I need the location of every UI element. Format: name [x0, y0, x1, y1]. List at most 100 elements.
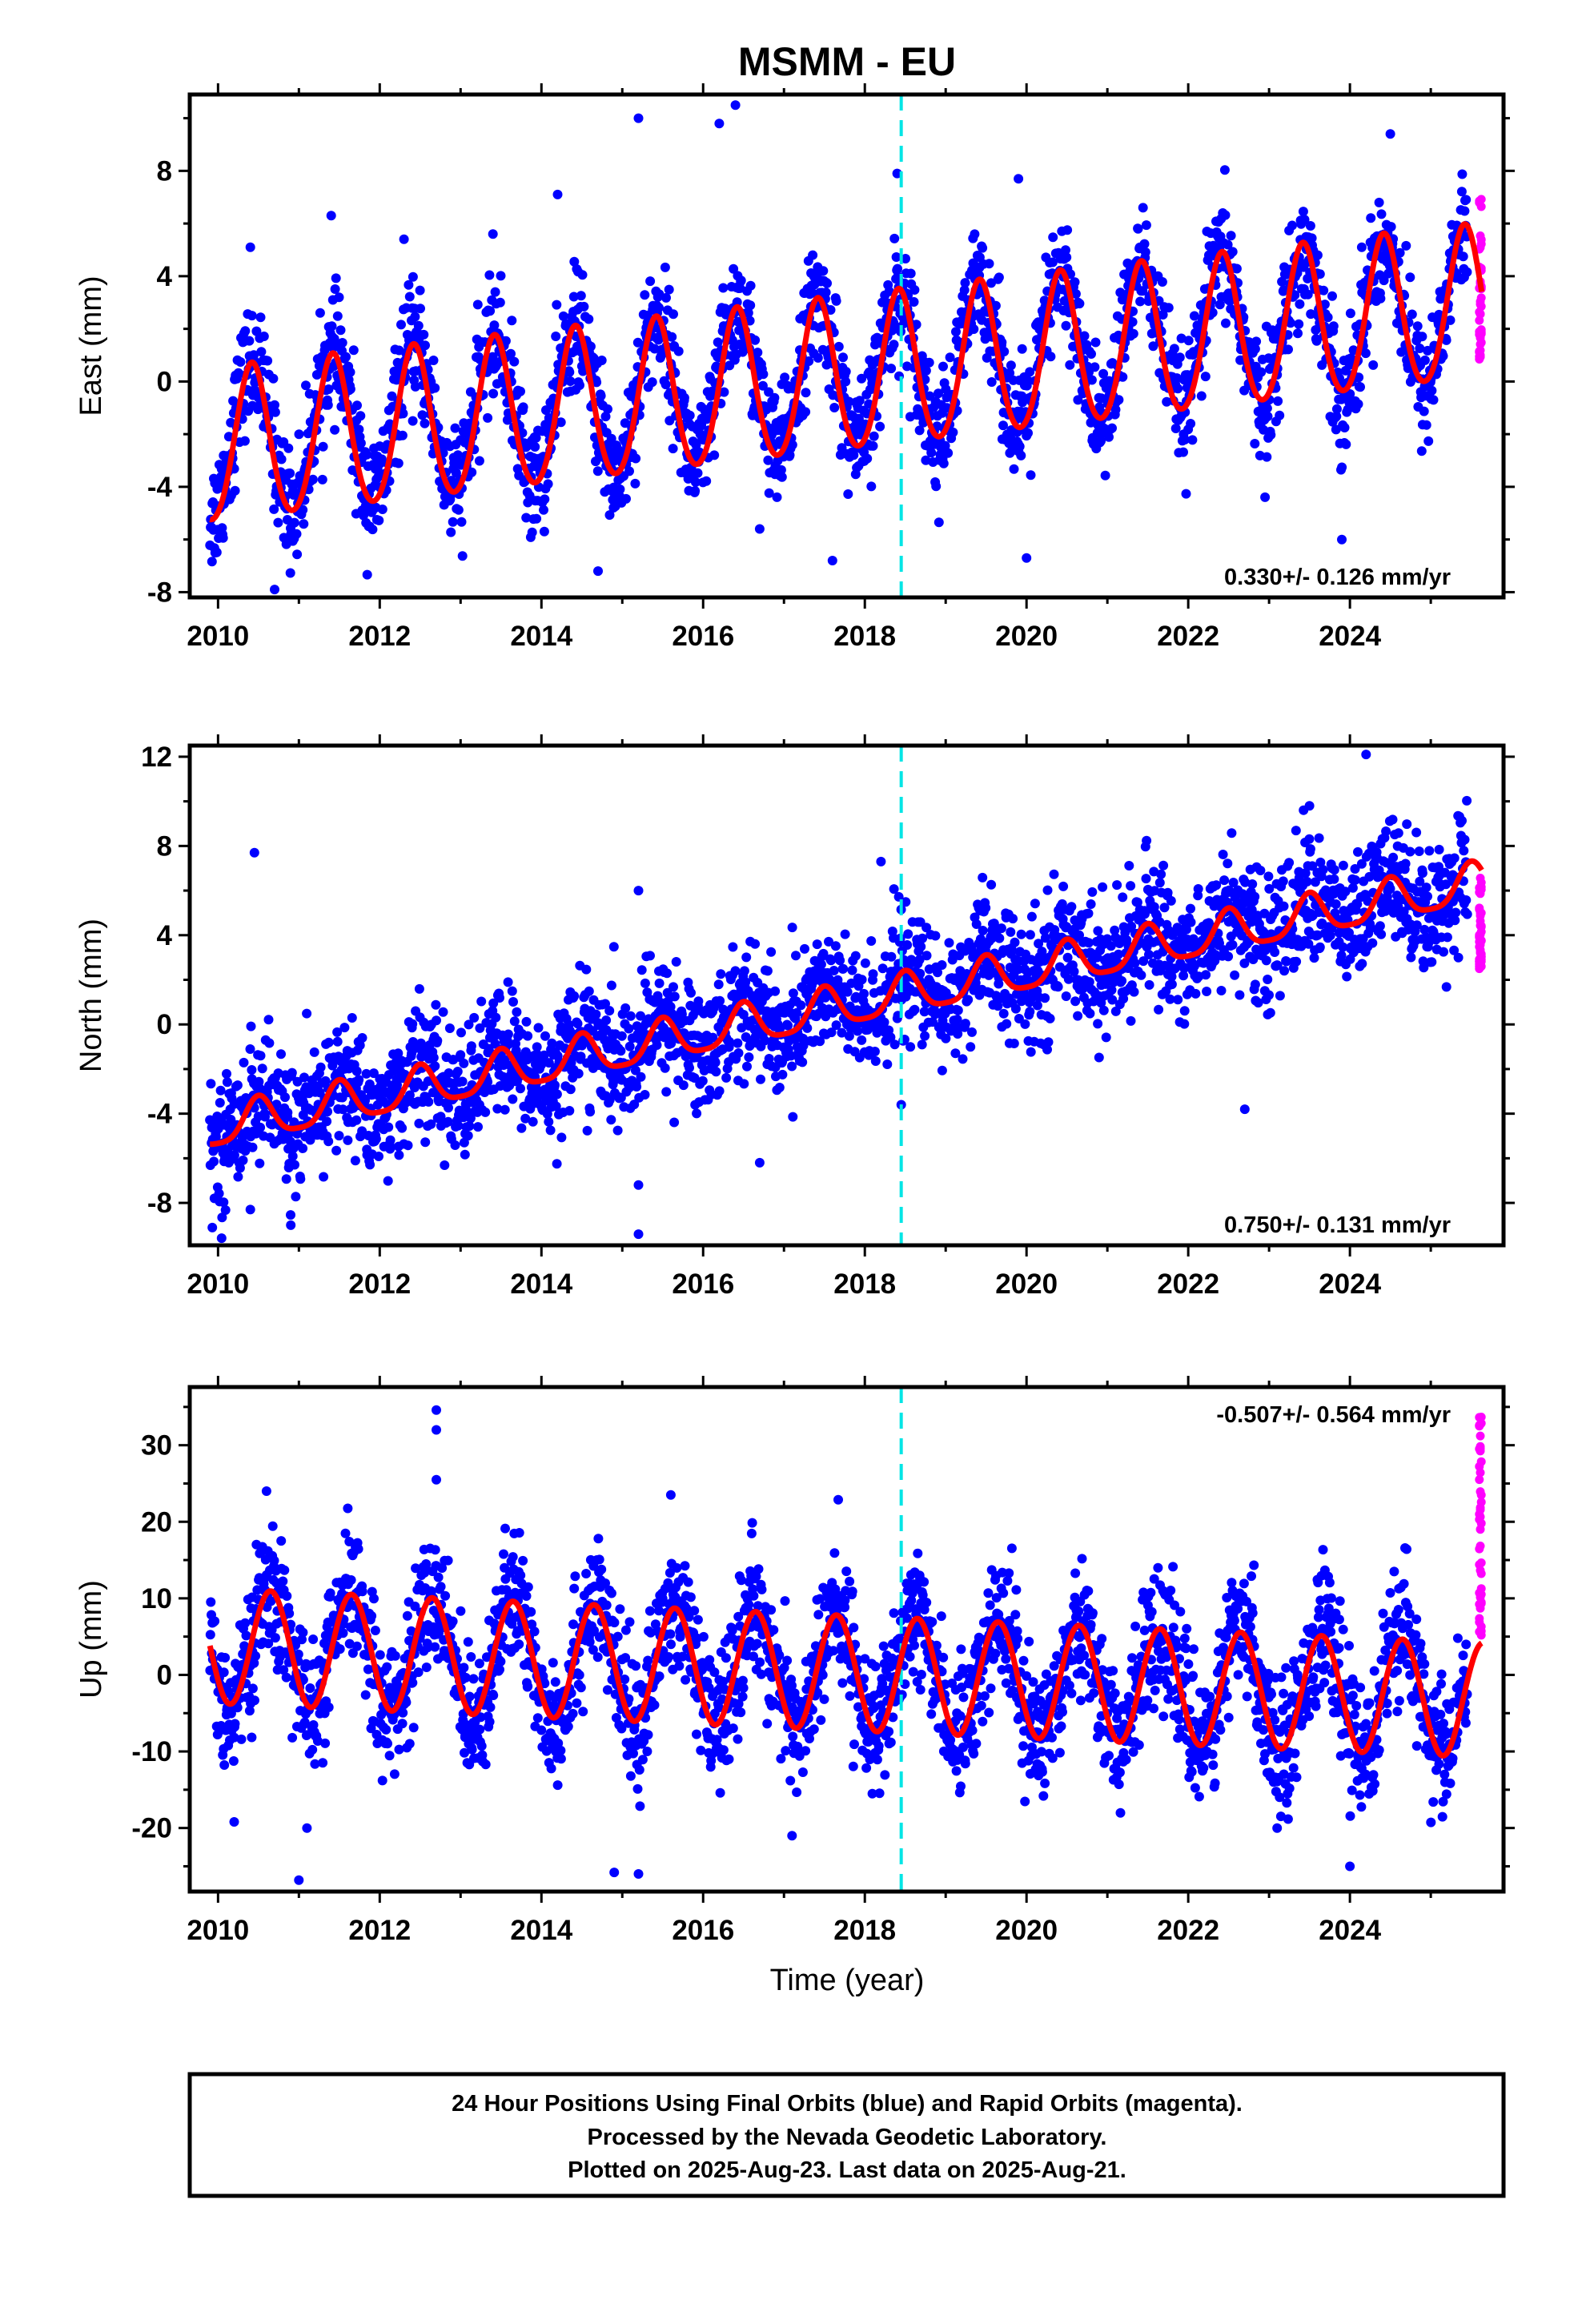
east-final-point [994, 272, 1004, 283]
north-final-point [625, 1011, 636, 1021]
north-final-point [257, 1063, 267, 1074]
north-final-point [222, 1077, 232, 1088]
east-final-point [362, 449, 372, 460]
east-final-point [540, 494, 550, 505]
north-final-point [1156, 869, 1166, 879]
east-final-point [1375, 293, 1386, 304]
north-final-point [457, 1076, 468, 1087]
east-final-point [472, 300, 483, 310]
east-final-point [1260, 492, 1271, 502]
north-final-point [466, 1041, 476, 1051]
east-final-point [831, 296, 841, 306]
north-final-point [247, 1142, 258, 1152]
east-final-point [833, 341, 844, 352]
east-final-point [1079, 331, 1090, 341]
north-final-point [1073, 1011, 1083, 1021]
north-final-point [552, 1089, 562, 1100]
north-final-point [978, 872, 988, 883]
east-final-point [801, 388, 811, 398]
east-final-point [801, 407, 811, 417]
north-final-point [547, 1038, 557, 1048]
east-final-point [1220, 210, 1231, 220]
north-final-point [424, 1096, 434, 1107]
north-final-point [283, 1108, 293, 1118]
east-final-point [862, 453, 873, 464]
east-final-point [1173, 384, 1183, 394]
north-final-point [584, 986, 594, 996]
north-final-point [998, 1008, 1009, 1019]
north-final-point [847, 965, 857, 975]
north-final-point [678, 1080, 689, 1091]
east-final-point [753, 348, 763, 358]
north-final-point [516, 1084, 525, 1094]
east-final-point [685, 410, 695, 420]
east-final-point [649, 344, 660, 354]
east-final-point [1256, 367, 1267, 377]
north-final-point [733, 1048, 744, 1058]
east-final-point [420, 340, 430, 351]
north-final-point [1101, 1032, 1111, 1043]
east-final-point [926, 448, 937, 458]
east-final-point [1355, 382, 1365, 392]
north-final-point [357, 1033, 367, 1043]
east-final-point [1419, 406, 1429, 416]
east-final-point [736, 275, 746, 286]
north-final-point [280, 1092, 290, 1103]
east-final-point [893, 263, 902, 274]
north-final-point [1026, 1047, 1036, 1057]
east-y-tick-label: 8 [157, 155, 172, 187]
east-final-point [1295, 299, 1305, 309]
north-final-point [624, 1023, 634, 1034]
east-final-point [818, 266, 829, 276]
east-final-point [821, 287, 831, 298]
east-final-point [408, 416, 418, 426]
east-final-point [729, 263, 739, 274]
north-final-point [869, 1047, 880, 1056]
north-final-point [450, 1140, 460, 1150]
east-final-point [249, 350, 259, 360]
east-final-point [1227, 247, 1238, 257]
east-final-point [579, 301, 589, 312]
east-final-point [743, 308, 753, 318]
east-rapid-point [1476, 309, 1485, 319]
north-final-point [1030, 899, 1040, 909]
east-final-point [921, 365, 931, 376]
east-final-point [516, 386, 525, 396]
north-final-point [245, 1044, 255, 1054]
north-final-point [714, 1086, 725, 1096]
east-final-point [330, 284, 340, 294]
north-final-point [1255, 866, 1266, 875]
north-final-point [713, 979, 724, 990]
north-final-point [460, 1149, 470, 1160]
east-final-point [829, 403, 840, 412]
east-final-point [691, 440, 701, 450]
north-final-point [1042, 885, 1053, 895]
east-final-point [474, 456, 484, 466]
east-final-point [396, 320, 406, 330]
east-final-point [999, 347, 1010, 356]
east-final-point [291, 529, 302, 539]
east-final-point [334, 292, 344, 303]
north-final-point [287, 1068, 297, 1078]
north-final-point [403, 1140, 413, 1151]
north-final-point [981, 903, 991, 913]
east-final-point [289, 517, 299, 528]
north-final-point [298, 1144, 308, 1153]
east-final-point [355, 411, 366, 421]
east-final-point [1262, 403, 1272, 413]
north-final-point [966, 1042, 976, 1052]
east-final-point [292, 549, 303, 560]
east-final-point [1086, 375, 1097, 385]
north-final-point [697, 1076, 708, 1086]
east-final-point [1298, 207, 1308, 217]
north-final-point [500, 1104, 510, 1115]
east-final-point [984, 259, 994, 269]
north-final-point [216, 1233, 227, 1244]
north-final-point [770, 986, 781, 996]
east-final-point [719, 387, 729, 397]
east-final-point [530, 442, 540, 452]
east-final-point [393, 458, 404, 468]
north-final-point [1154, 878, 1165, 888]
east-final-point [1141, 220, 1151, 231]
north-final-point [473, 1122, 483, 1132]
